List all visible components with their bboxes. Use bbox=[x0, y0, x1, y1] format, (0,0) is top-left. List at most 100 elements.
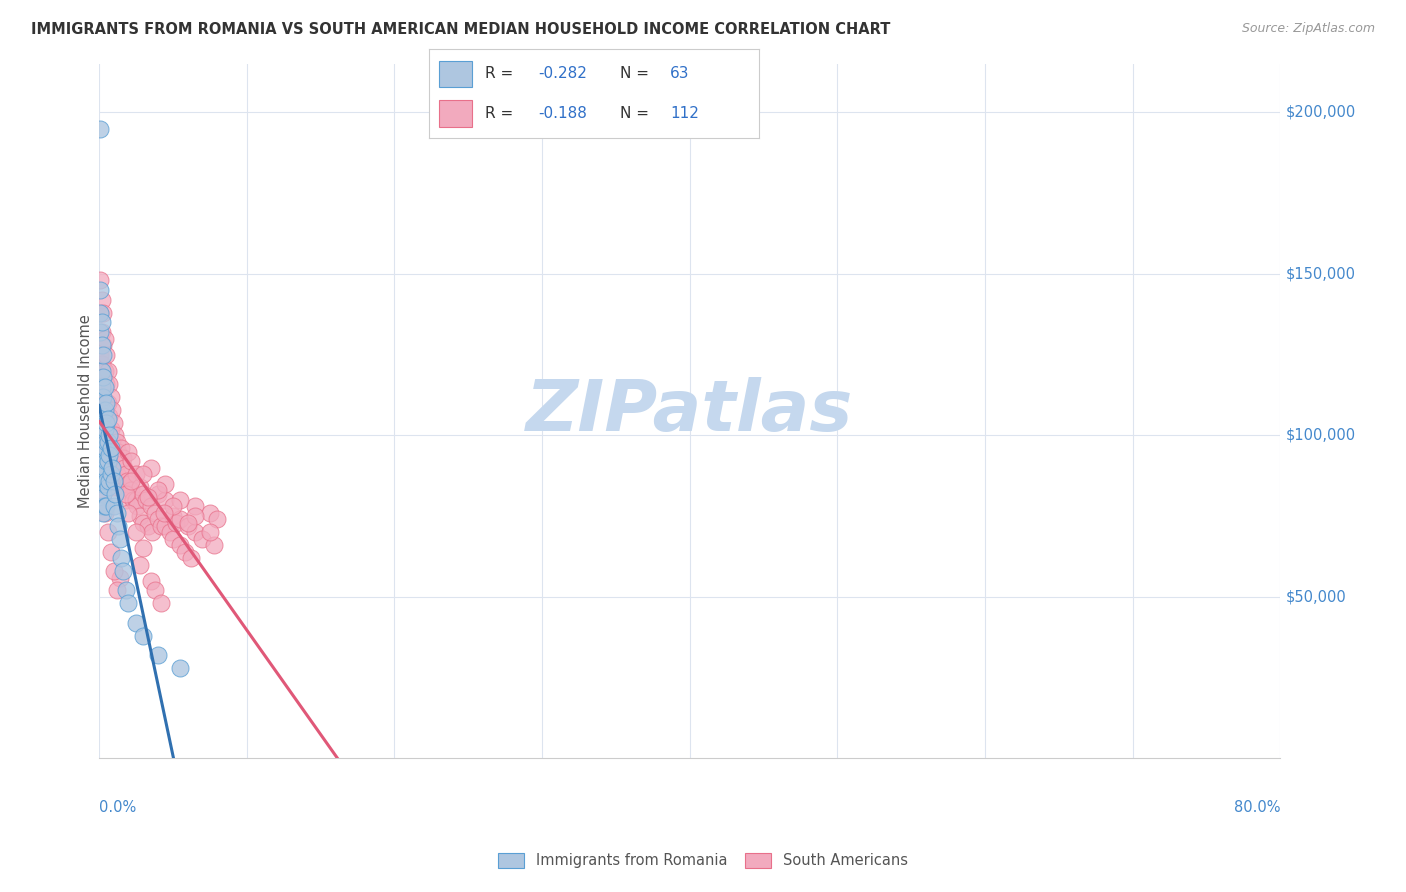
Point bbox=[96, 434, 118, 449]
Point bbox=[90, 422, 112, 436]
Point bbox=[125, 493, 148, 508]
Point bbox=[89, 306, 111, 320]
Point bbox=[132, 629, 155, 643]
Point bbox=[165, 516, 187, 530]
Point bbox=[94, 422, 117, 436]
Point bbox=[101, 460, 124, 475]
Point bbox=[139, 460, 162, 475]
Point bbox=[122, 493, 145, 508]
Point bbox=[98, 376, 121, 391]
Y-axis label: Median Household Income: Median Household Income bbox=[79, 314, 93, 508]
Point bbox=[93, 370, 115, 384]
Point bbox=[104, 428, 127, 442]
Point bbox=[139, 500, 162, 514]
Text: 112: 112 bbox=[671, 106, 699, 120]
Point bbox=[117, 506, 139, 520]
Point bbox=[93, 506, 115, 520]
Point bbox=[96, 348, 118, 362]
Text: $100,000: $100,000 bbox=[1286, 428, 1357, 443]
Point bbox=[90, 357, 112, 371]
Point bbox=[93, 467, 115, 482]
Point bbox=[93, 434, 115, 449]
Text: Source: ZipAtlas.com: Source: ZipAtlas.com bbox=[1241, 22, 1375, 36]
Point bbox=[146, 483, 169, 498]
Point bbox=[111, 483, 134, 498]
Text: 80.0%: 80.0% bbox=[1233, 800, 1279, 815]
Text: R =: R = bbox=[485, 66, 519, 80]
Point bbox=[93, 486, 115, 500]
Point bbox=[179, 551, 201, 566]
Text: IMMIGRANTS FROM ROMANIA VS SOUTH AMERICAN MEDIAN HOUSEHOLD INCOME CORRELATION CH: IMMIGRANTS FROM ROMANIA VS SOUTH AMERICA… bbox=[31, 22, 890, 37]
Point bbox=[90, 325, 112, 339]
Point bbox=[191, 532, 214, 546]
Point bbox=[89, 283, 111, 297]
Point bbox=[101, 434, 124, 449]
Point bbox=[149, 519, 172, 533]
Point bbox=[103, 448, 125, 462]
Point bbox=[103, 500, 125, 514]
Point bbox=[100, 454, 122, 468]
Point bbox=[97, 412, 120, 426]
Point bbox=[90, 444, 112, 458]
Text: N =: N = bbox=[620, 106, 654, 120]
Point bbox=[114, 583, 136, 598]
Point bbox=[184, 509, 207, 524]
Point bbox=[127, 500, 149, 514]
Point bbox=[93, 338, 115, 352]
Point bbox=[93, 348, 115, 362]
Point bbox=[97, 454, 120, 468]
Point bbox=[110, 551, 132, 566]
Point bbox=[155, 476, 177, 491]
Point bbox=[94, 506, 117, 520]
Point bbox=[93, 442, 115, 456]
Point bbox=[94, 396, 117, 410]
Point bbox=[162, 509, 184, 524]
Point bbox=[114, 486, 136, 500]
Point bbox=[169, 493, 191, 508]
Point bbox=[89, 402, 111, 417]
Point bbox=[94, 442, 117, 456]
Point bbox=[94, 332, 117, 346]
Point bbox=[120, 454, 142, 468]
Bar bbox=[439, 100, 472, 127]
Point bbox=[94, 402, 117, 417]
Point bbox=[169, 661, 191, 675]
Point bbox=[97, 525, 120, 540]
Text: 0.0%: 0.0% bbox=[98, 800, 136, 815]
Point bbox=[155, 493, 177, 508]
Point bbox=[96, 500, 118, 514]
Point bbox=[135, 493, 157, 508]
Point bbox=[90, 338, 112, 352]
Point bbox=[90, 315, 112, 329]
Point bbox=[136, 490, 159, 504]
Point bbox=[93, 428, 115, 442]
Point bbox=[120, 483, 142, 498]
Point bbox=[115, 474, 138, 488]
Point bbox=[94, 500, 117, 514]
Point bbox=[162, 500, 184, 514]
Point bbox=[114, 467, 136, 482]
Text: -0.282: -0.282 bbox=[538, 66, 586, 80]
Point bbox=[111, 450, 134, 465]
Point bbox=[89, 273, 111, 287]
Point bbox=[100, 467, 122, 482]
Point bbox=[90, 390, 112, 404]
Point bbox=[107, 519, 129, 533]
Point bbox=[129, 558, 152, 572]
Point bbox=[105, 506, 128, 520]
Point bbox=[125, 525, 148, 540]
Point bbox=[184, 500, 207, 514]
Point bbox=[89, 306, 111, 320]
Point bbox=[100, 422, 122, 436]
Point bbox=[108, 570, 131, 584]
Point bbox=[159, 525, 181, 540]
Text: R =: R = bbox=[485, 106, 519, 120]
Point bbox=[111, 564, 134, 578]
Point bbox=[103, 416, 125, 430]
Point bbox=[96, 396, 118, 410]
Point bbox=[98, 442, 121, 456]
Point bbox=[94, 380, 117, 394]
Point bbox=[149, 596, 172, 610]
Point bbox=[101, 402, 124, 417]
Point bbox=[117, 476, 139, 491]
